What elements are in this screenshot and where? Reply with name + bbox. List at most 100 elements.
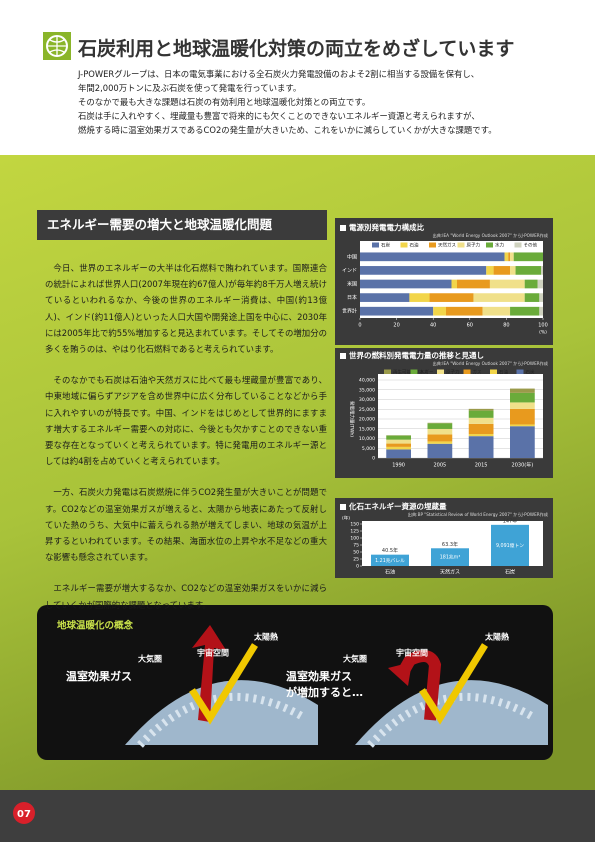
bar-segment <box>524 293 540 302</box>
legend-label: 原子力 <box>446 369 460 376</box>
bar-segment <box>468 410 494 418</box>
bar-segment <box>429 293 474 302</box>
label-caption: 温室効果ガス <box>286 669 352 683</box>
legend-label: 石炭 <box>381 242 390 249</box>
y-tick-label: 0 <box>356 564 359 570</box>
x-tick-label: 石炭 <box>505 569 515 576</box>
bar-segment <box>468 434 494 437</box>
bar-segment <box>508 252 511 262</box>
label-atmosphere: 大気圏 <box>138 654 162 664</box>
y-tick-label: 20,000 <box>359 417 375 423</box>
paragraph: そのなかでも石炭は石油や天然ガスに比べて最も埋蔵量が豊富であり、中東地域に偏らず… <box>45 375 327 467</box>
chart-source: 出典:IEA "World Energy Outlook 2007" からJ-P… <box>432 232 548 239</box>
legend-label: 石油 <box>410 242 419 249</box>
legend-label: ガス <box>473 369 482 376</box>
bar-segment <box>510 424 535 427</box>
paragraph: 今日、世界のエネルギーの大半は化石燃料で賄われています。国際連合の統計によれば世… <box>45 263 327 355</box>
bar-segment <box>427 441 453 444</box>
legend-label: 原子力 <box>467 242 481 249</box>
bar-segment <box>539 306 543 316</box>
page-number: 07 <box>17 809 31 820</box>
bar-segment <box>360 252 505 262</box>
x-tick-label: 100 <box>538 323 548 329</box>
title-icon-globe-lines <box>47 36 67 56</box>
bar-segment <box>493 266 511 275</box>
bar-segment <box>468 408 494 411</box>
bar-segment <box>510 388 535 393</box>
bar-segment <box>504 252 509 262</box>
bar-segment <box>510 408 535 425</box>
bar-segment <box>539 293 543 302</box>
bar-segment <box>360 293 410 302</box>
legend-label: 水力 <box>420 369 429 376</box>
x-tick-label: 60 <box>467 323 473 329</box>
title-marker <box>340 504 346 510</box>
y-tick-label: 30,000 <box>359 397 375 403</box>
bar-segment <box>427 434 453 442</box>
bar-segment <box>386 435 411 440</box>
y-tick-label: 10,000 <box>359 436 375 442</box>
reserve-label: 181兆m³ <box>440 554 461 561</box>
y-tick-label: 75 <box>353 543 359 549</box>
legend-swatch <box>384 369 391 375</box>
intro-line: 年間2,000万トンに及ぶ石炭を使って発電を行っています。 <box>78 83 302 93</box>
bar-segment <box>427 428 453 435</box>
bar-segment <box>427 443 453 458</box>
legend-swatch <box>490 369 497 375</box>
bar-segment <box>537 279 543 289</box>
y-tick-label: 125 <box>350 529 359 535</box>
bar-segment <box>541 266 543 275</box>
y-tick-label: 中国 <box>347 253 357 260</box>
title-marker <box>340 353 346 359</box>
heat-arrow-head <box>388 662 412 686</box>
label-space: 宇宙空間 <box>396 648 428 658</box>
chart-title: 化石エネルギー資源の埋蔵量 <box>348 501 447 511</box>
y-tick-label: 150 <box>350 522 359 528</box>
concept-panel: 宇宙空間 太陽熱 大気圏 温室効果ガス が増加すると… <box>286 632 548 748</box>
atmosphere <box>367 692 538 748</box>
x-tick-label: 20 <box>393 323 399 329</box>
footer-band <box>0 790 595 842</box>
bar-segment <box>510 252 514 262</box>
bar-segment <box>486 266 494 275</box>
paragraph: エネルギー需要が増大するなか、CO2などの温室効果ガスをいかに減らしていくかが国… <box>45 583 327 610</box>
x-tick-label: 2015 <box>475 463 488 469</box>
bar-segment <box>513 252 543 262</box>
legend-label: 水力 <box>495 242 504 249</box>
bar-segment <box>360 279 452 289</box>
y-tick-label: 25,000 <box>359 407 375 413</box>
x-tick-label: 天然ガス <box>440 569 460 576</box>
legend-swatch <box>410 369 418 375</box>
legend-swatch <box>437 369 444 375</box>
legend-label: 天然ガス <box>438 242 456 249</box>
bar-segment <box>456 279 490 289</box>
chart-title: 電源別発電電力構成比 <box>349 222 424 232</box>
reserve-label: 1.21兆バレル <box>375 557 405 564</box>
y-tick-label: 25 <box>353 557 359 563</box>
bar-segment <box>468 436 494 458</box>
intro: J-POWERグループは、日本の電気事業における全石炭火力発電設備のおよそ2割に… <box>78 67 497 137</box>
bar-segment <box>510 266 516 275</box>
legend-label: 石炭 <box>526 369 535 376</box>
y-tick-label: 100 <box>350 536 359 542</box>
y-tick-label: 世界計 <box>342 308 357 315</box>
bar-segment <box>468 423 494 435</box>
x-tick-label: 2005 <box>434 463 447 469</box>
bar-segment <box>510 402 535 409</box>
y-tick-label: 50 <box>353 550 359 556</box>
globe <box>125 680 318 745</box>
legend-swatch <box>372 242 379 248</box>
globe <box>355 680 548 745</box>
concept-title: 地球温暖化の概念 <box>57 620 134 632</box>
legend-swatch <box>457 242 465 248</box>
label-atmosphere: 大気圏 <box>343 654 367 664</box>
sun-arrow <box>419 643 488 725</box>
y-tick-label: インド <box>342 268 357 274</box>
bar-segment <box>446 306 483 316</box>
legend-swatch <box>516 369 524 375</box>
legend-label: 石油 <box>499 369 508 376</box>
bar-segment <box>427 423 453 429</box>
